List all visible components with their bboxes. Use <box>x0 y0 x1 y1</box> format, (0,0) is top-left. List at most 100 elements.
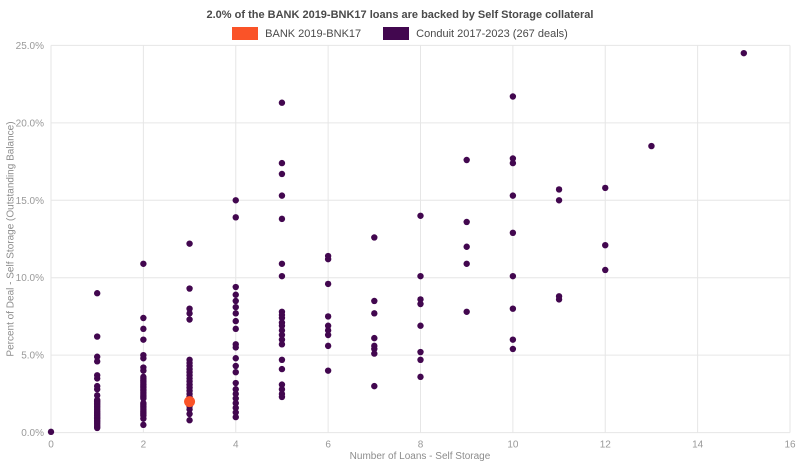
data-point-conduit[interactable] <box>232 291 239 298</box>
data-point-conduit[interactable] <box>463 218 470 226</box>
data-point-conduit[interactable] <box>93 386 101 393</box>
data-point-conduit[interactable] <box>278 331 286 339</box>
data-point-conduit[interactable] <box>186 316 193 323</box>
data-point-conduit[interactable] <box>371 334 378 342</box>
data-point-conduit[interactable] <box>417 356 424 364</box>
data-point-conduit[interactable] <box>371 297 378 305</box>
data-point-conduit[interactable] <box>417 272 424 280</box>
data-point-conduit[interactable] <box>324 327 332 334</box>
data-point-conduit[interactable] <box>232 214 239 221</box>
data-point-conduit[interactable] <box>278 192 286 199</box>
data-point-conduit[interactable] <box>232 283 239 291</box>
data-point-conduit[interactable] <box>232 303 239 311</box>
data-point-conduit[interactable] <box>555 186 563 193</box>
data-point-conduit[interactable] <box>278 260 286 267</box>
data-point-conduit[interactable] <box>232 310 239 317</box>
data-point-conduit[interactable] <box>232 344 239 351</box>
data-point-conduit[interactable] <box>278 322 286 329</box>
data-point-conduit[interactable] <box>324 255 332 263</box>
data-point-conduit[interactable] <box>509 229 517 237</box>
data-point-conduit[interactable] <box>417 348 424 356</box>
data-point-conduit[interactable] <box>324 342 332 350</box>
data-point-conduit[interactable] <box>232 197 239 204</box>
data-point-conduit[interactable] <box>324 331 332 339</box>
data-point-conduit[interactable] <box>509 192 517 199</box>
data-point-conduit[interactable] <box>140 260 147 267</box>
data-point-conduit[interactable] <box>740 49 748 57</box>
data-point-conduit[interactable] <box>232 404 239 412</box>
data-point-conduit[interactable] <box>140 421 147 429</box>
data-point-conduit[interactable] <box>140 355 147 362</box>
data-point-conduit[interactable] <box>93 358 101 365</box>
data-point-conduit[interactable] <box>93 290 101 297</box>
data-point-conduit[interactable] <box>278 381 286 388</box>
data-point-conduit[interactable] <box>509 345 517 353</box>
data-point-conduit[interactable] <box>278 99 286 106</box>
data-point-conduit[interactable] <box>278 170 286 178</box>
data-point-conduit[interactable] <box>186 305 193 312</box>
data-point-conduit[interactable] <box>324 280 332 288</box>
data-point-conduit[interactable] <box>555 296 563 303</box>
data-point-conduit[interactable] <box>47 428 55 436</box>
data-point-conduit[interactable] <box>232 368 239 376</box>
data-point-conduit[interactable] <box>278 393 286 401</box>
data-point-conduit[interactable] <box>417 296 424 303</box>
data-point-conduit[interactable] <box>186 240 193 247</box>
data-point-conduit[interactable] <box>93 333 101 340</box>
data-point-conduit[interactable] <box>278 314 286 322</box>
data-point-conduit[interactable] <box>278 356 286 364</box>
data-point-conduit[interactable] <box>509 159 517 167</box>
data-point-conduit[interactable] <box>93 392 101 399</box>
data-point-conduit[interactable] <box>278 215 286 223</box>
data-point-conduit[interactable] <box>509 336 517 343</box>
data-point-conduit[interactable] <box>232 379 239 387</box>
data-point-conduit[interactable] <box>232 297 239 305</box>
data-point-conduit[interactable] <box>140 325 147 333</box>
data-point-conduit[interactable] <box>417 212 424 219</box>
data-point-conduit[interactable] <box>509 272 517 280</box>
data-point-conduit[interactable] <box>509 305 517 312</box>
data-point-conduit[interactable] <box>278 365 286 373</box>
data-point-conduit[interactable] <box>93 375 101 382</box>
data-point-conduit[interactable] <box>232 386 239 393</box>
data-point-conduit[interactable] <box>232 317 239 325</box>
data-point-conduit[interactable] <box>371 382 378 390</box>
data-point-conduit[interactable] <box>278 341 286 348</box>
data-point-conduit[interactable] <box>232 399 239 407</box>
legend-item-bank[interactable]: BANK 2019-BNK17 <box>232 27 361 40</box>
data-point-conduit[interactable] <box>417 300 424 308</box>
data-point-conduit[interactable] <box>602 241 609 249</box>
data-point-conduit[interactable] <box>371 310 378 317</box>
data-point-conduit[interactable] <box>232 362 239 370</box>
data-point-bank[interactable] <box>184 396 196 408</box>
data-point-conduit[interactable] <box>648 142 655 150</box>
data-point-conduit[interactable] <box>555 197 563 204</box>
data-point-conduit[interactable] <box>278 336 286 343</box>
data-point-conduit[interactable] <box>232 325 239 333</box>
data-point-conduit[interactable] <box>324 313 332 320</box>
data-point-conduit[interactable] <box>232 413 239 421</box>
data-point-conduit[interactable] <box>509 93 517 100</box>
data-point-conduit[interactable] <box>186 406 193 413</box>
data-point-conduit[interactable] <box>232 390 239 398</box>
data-point-conduit[interactable] <box>602 184 609 192</box>
data-point-conduit[interactable] <box>232 355 239 362</box>
data-point-conduit[interactable] <box>371 234 378 241</box>
data-point-conduit[interactable] <box>93 424 101 432</box>
data-point-conduit[interactable] <box>417 373 424 381</box>
data-point-conduit[interactable] <box>278 327 286 334</box>
data-point-conduit[interactable] <box>371 350 378 357</box>
data-point-conduit[interactable] <box>463 243 470 250</box>
data-point-conduit[interactable] <box>93 353 101 360</box>
data-point-conduit[interactable] <box>186 410 193 418</box>
legend-item-conduit[interactable]: Conduit 2017-2023 (267 deals) <box>383 27 568 40</box>
data-point-conduit[interactable] <box>602 266 609 274</box>
data-point-conduit[interactable] <box>324 322 332 329</box>
data-point-conduit[interactable] <box>140 415 147 422</box>
data-point-conduit[interactable] <box>278 159 286 167</box>
data-point-conduit[interactable] <box>232 395 239 402</box>
data-point-conduit[interactable] <box>278 272 286 280</box>
data-point-conduit[interactable] <box>463 260 470 267</box>
data-point-conduit[interactable] <box>278 386 286 393</box>
data-point-conduit[interactable] <box>186 285 193 292</box>
